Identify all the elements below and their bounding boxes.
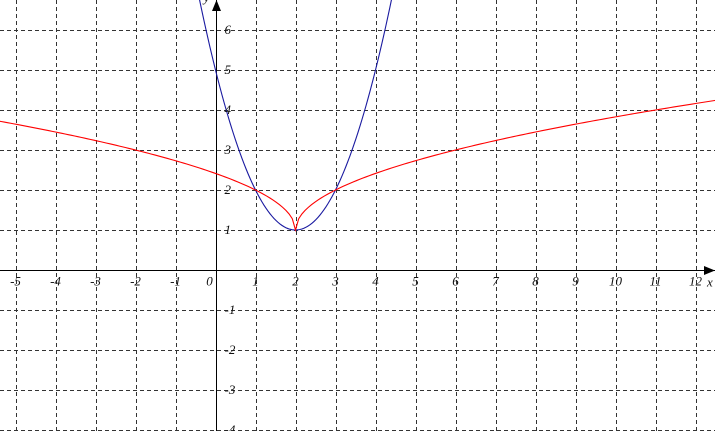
svg-text:6: 6: [452, 274, 459, 289]
svg-text:-1: -1: [170, 274, 181, 289]
svg-text:-3: -3: [225, 382, 236, 397]
svg-text:3: 3: [224, 142, 232, 157]
svg-text:-4: -4: [50, 274, 61, 289]
svg-text:-3: -3: [90, 274, 101, 289]
svg-text:y: y: [202, 0, 210, 5]
svg-text:8: 8: [532, 274, 539, 289]
svg-text:-4: -4: [225, 422, 236, 431]
svg-text:4: 4: [225, 102, 232, 117]
svg-text:-2: -2: [225, 342, 236, 357]
svg-text:x: x: [706, 275, 713, 290]
svg-text:5: 5: [225, 62, 232, 77]
svg-text:2: 2: [292, 274, 299, 289]
svg-text:9: 9: [572, 274, 579, 289]
svg-text:5: 5: [412, 274, 419, 289]
svg-text:-2: -2: [130, 274, 141, 289]
svg-text:2: 2: [225, 182, 232, 197]
svg-text:6: 6: [225, 22, 232, 37]
svg-text:1: 1: [225, 222, 232, 237]
svg-text:1: 1: [252, 274, 259, 289]
svg-text:10: 10: [609, 274, 623, 289]
svg-text:7: 7: [492, 274, 499, 289]
svg-text:4: 4: [372, 274, 379, 289]
svg-text:11: 11: [649, 274, 661, 289]
svg-text:-1: -1: [225, 302, 236, 317]
svg-text:-5: -5: [10, 274, 21, 289]
svg-text:3: 3: [331, 274, 339, 289]
svg-text:0: 0: [206, 274, 213, 289]
svg-text:12: 12: [689, 274, 703, 289]
